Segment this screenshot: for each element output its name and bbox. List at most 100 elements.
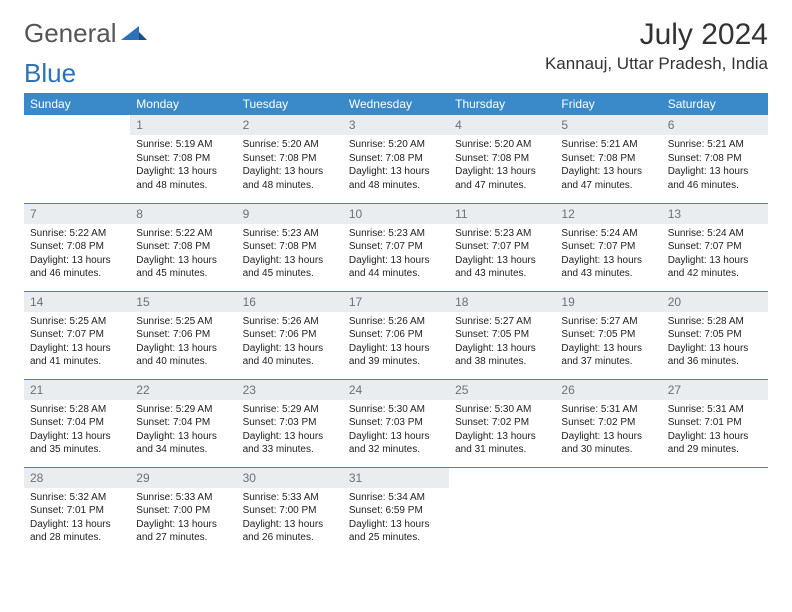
- day-details: Sunrise: 5:30 AMSunset: 7:03 PMDaylight:…: [343, 400, 449, 463]
- calendar-day-cell: 7Sunrise: 5:22 AMSunset: 7:08 PMDaylight…: [24, 203, 130, 291]
- sunset-line: Sunset: 7:07 PM: [455, 240, 549, 254]
- sunrise-line: Sunrise: 5:19 AM: [136, 138, 230, 152]
- calendar-day-cell: 24Sunrise: 5:30 AMSunset: 7:03 PMDayligh…: [343, 379, 449, 467]
- calendar-day-cell: 14Sunrise: 5:25 AMSunset: 7:07 PMDayligh…: [24, 291, 130, 379]
- calendar-day-cell: 31Sunrise: 5:34 AMSunset: 6:59 PMDayligh…: [343, 467, 449, 555]
- calendar-day-cell: 30Sunrise: 5:33 AMSunset: 7:00 PMDayligh…: [237, 467, 343, 555]
- day-details: Sunrise: 5:26 AMSunset: 7:06 PMDaylight:…: [237, 312, 343, 375]
- sunset-line: Sunset: 7:00 PM: [136, 504, 230, 518]
- sunset-line: Sunset: 7:07 PM: [349, 240, 443, 254]
- sunrise-line: Sunrise: 5:23 AM: [349, 227, 443, 241]
- daylight-line: Daylight: 13 hours and 40 minutes.: [136, 342, 230, 369]
- daylight-line: Daylight: 13 hours and 26 minutes.: [243, 518, 337, 545]
- sunset-line: Sunset: 7:06 PM: [136, 328, 230, 342]
- calendar-day-cell: 26Sunrise: 5:31 AMSunset: 7:02 PMDayligh…: [555, 379, 661, 467]
- sunset-line: Sunset: 7:08 PM: [455, 152, 549, 166]
- calendar-day-cell: 4Sunrise: 5:20 AMSunset: 7:08 PMDaylight…: [449, 115, 555, 203]
- weekday-header: Thursday: [449, 93, 555, 115]
- day-details: Sunrise: 5:21 AMSunset: 7:08 PMDaylight:…: [555, 135, 661, 198]
- daylight-line: Daylight: 13 hours and 31 minutes.: [455, 430, 549, 457]
- daylight-line: Daylight: 13 hours and 45 minutes.: [136, 254, 230, 281]
- calendar-day-cell: 3Sunrise: 5:20 AMSunset: 7:08 PMDaylight…: [343, 115, 449, 203]
- calendar-day-cell: 9Sunrise: 5:23 AMSunset: 7:08 PMDaylight…: [237, 203, 343, 291]
- day-details: Sunrise: 5:31 AMSunset: 7:02 PMDaylight:…: [555, 400, 661, 463]
- daylight-line: Daylight: 13 hours and 30 minutes.: [561, 430, 655, 457]
- day-details: Sunrise: 5:23 AMSunset: 7:07 PMDaylight:…: [343, 224, 449, 287]
- daylight-line: Daylight: 13 hours and 41 minutes.: [30, 342, 124, 369]
- sunset-line: Sunset: 7:04 PM: [136, 416, 230, 430]
- sunrise-line: Sunrise: 5:27 AM: [561, 315, 655, 329]
- sunset-line: Sunset: 7:02 PM: [561, 416, 655, 430]
- sunrise-line: Sunrise: 5:23 AM: [455, 227, 549, 241]
- day-details: Sunrise: 5:23 AMSunset: 7:08 PMDaylight:…: [237, 224, 343, 287]
- day-number: 18: [449, 292, 555, 312]
- month-title: July 2024: [545, 18, 768, 52]
- day-number: 24: [343, 380, 449, 400]
- day-details: Sunrise: 5:29 AMSunset: 7:03 PMDaylight:…: [237, 400, 343, 463]
- day-details: Sunrise: 5:27 AMSunset: 7:05 PMDaylight:…: [555, 312, 661, 375]
- weekday-header: Tuesday: [237, 93, 343, 115]
- daylight-line: Daylight: 13 hours and 32 minutes.: [349, 430, 443, 457]
- calendar-week-row: 14Sunrise: 5:25 AMSunset: 7:07 PMDayligh…: [24, 291, 768, 379]
- daylight-line: Daylight: 13 hours and 47 minutes.: [561, 165, 655, 192]
- day-number: 28: [24, 468, 130, 488]
- daylight-line: Daylight: 13 hours and 37 minutes.: [561, 342, 655, 369]
- calendar-day-cell: [555, 467, 661, 555]
- sunrise-line: Sunrise: 5:21 AM: [561, 138, 655, 152]
- sunset-line: Sunset: 7:05 PM: [668, 328, 762, 342]
- sunset-line: Sunset: 7:07 PM: [668, 240, 762, 254]
- logo-text-blue: Blue: [24, 58, 768, 89]
- calendar-day-cell: 19Sunrise: 5:27 AMSunset: 7:05 PMDayligh…: [555, 291, 661, 379]
- day-number: 9: [237, 204, 343, 224]
- sunrise-line: Sunrise: 5:25 AM: [136, 315, 230, 329]
- calendar-week-row: 21Sunrise: 5:28 AMSunset: 7:04 PMDayligh…: [24, 379, 768, 467]
- sunset-line: Sunset: 7:01 PM: [668, 416, 762, 430]
- daylight-line: Daylight: 13 hours and 38 minutes.: [455, 342, 549, 369]
- sunrise-line: Sunrise: 5:30 AM: [349, 403, 443, 417]
- day-details: Sunrise: 5:34 AMSunset: 6:59 PMDaylight:…: [343, 488, 449, 551]
- daylight-line: Daylight: 13 hours and 43 minutes.: [455, 254, 549, 281]
- daylight-line: Daylight: 13 hours and 48 minutes.: [243, 165, 337, 192]
- day-number: 8: [130, 204, 236, 224]
- calendar-day-cell: 20Sunrise: 5:28 AMSunset: 7:05 PMDayligh…: [662, 291, 768, 379]
- sunset-line: Sunset: 7:06 PM: [243, 328, 337, 342]
- sunset-line: Sunset: 7:08 PM: [243, 152, 337, 166]
- daylight-line: Daylight: 13 hours and 28 minutes.: [30, 518, 124, 545]
- day-number: 21: [24, 380, 130, 400]
- day-number: 10: [343, 204, 449, 224]
- day-number: 22: [130, 380, 236, 400]
- day-number: 1: [130, 115, 236, 135]
- sunset-line: Sunset: 7:08 PM: [243, 240, 337, 254]
- day-number: 15: [130, 292, 236, 312]
- sunrise-line: Sunrise: 5:28 AM: [30, 403, 124, 417]
- daylight-line: Daylight: 13 hours and 36 minutes.: [668, 342, 762, 369]
- day-details: Sunrise: 5:21 AMSunset: 7:08 PMDaylight:…: [662, 135, 768, 198]
- sunset-line: Sunset: 6:59 PM: [349, 504, 443, 518]
- day-details: Sunrise: 5:26 AMSunset: 7:06 PMDaylight:…: [343, 312, 449, 375]
- calendar-week-row: 1Sunrise: 5:19 AMSunset: 7:08 PMDaylight…: [24, 115, 768, 203]
- calendar-day-cell: 2Sunrise: 5:20 AMSunset: 7:08 PMDaylight…: [237, 115, 343, 203]
- sunset-line: Sunset: 7:05 PM: [455, 328, 549, 342]
- weekday-header: Saturday: [662, 93, 768, 115]
- calendar-day-cell: 28Sunrise: 5:32 AMSunset: 7:01 PMDayligh…: [24, 467, 130, 555]
- sunrise-line: Sunrise: 5:29 AM: [243, 403, 337, 417]
- sunset-line: Sunset: 7:08 PM: [136, 240, 230, 254]
- day-number: 20: [662, 292, 768, 312]
- day-number: 4: [449, 115, 555, 135]
- sunset-line: Sunset: 7:05 PM: [561, 328, 655, 342]
- sunrise-line: Sunrise: 5:31 AM: [668, 403, 762, 417]
- daylight-line: Daylight: 13 hours and 29 minutes.: [668, 430, 762, 457]
- logo-mark-icon: [121, 18, 147, 49]
- sunset-line: Sunset: 7:07 PM: [30, 328, 124, 342]
- sunrise-line: Sunrise: 5:22 AM: [136, 227, 230, 241]
- calendar-day-cell: 23Sunrise: 5:29 AMSunset: 7:03 PMDayligh…: [237, 379, 343, 467]
- weekday-header-row: Sunday Monday Tuesday Wednesday Thursday…: [24, 93, 768, 115]
- sunrise-line: Sunrise: 5:24 AM: [561, 227, 655, 241]
- daylight-line: Daylight: 13 hours and 48 minutes.: [136, 165, 230, 192]
- calendar-day-cell: 25Sunrise: 5:30 AMSunset: 7:02 PMDayligh…: [449, 379, 555, 467]
- day-details: Sunrise: 5:32 AMSunset: 7:01 PMDaylight:…: [24, 488, 130, 551]
- daylight-line: Daylight: 13 hours and 35 minutes.: [30, 430, 124, 457]
- daylight-line: Daylight: 13 hours and 34 minutes.: [136, 430, 230, 457]
- calendar-day-cell: 22Sunrise: 5:29 AMSunset: 7:04 PMDayligh…: [130, 379, 236, 467]
- calendar-day-cell: 29Sunrise: 5:33 AMSunset: 7:00 PMDayligh…: [130, 467, 236, 555]
